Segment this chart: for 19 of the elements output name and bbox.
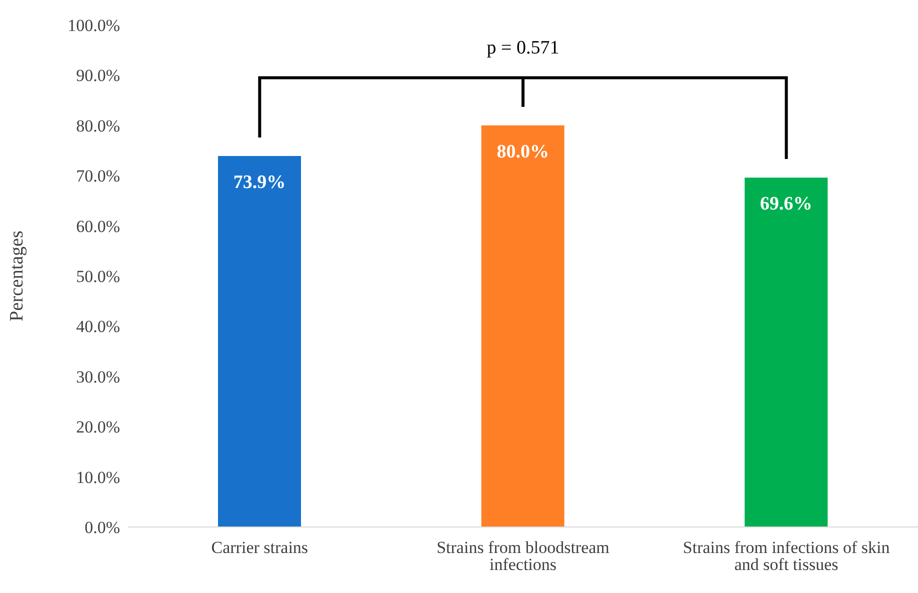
x-tick-label: Strains from infections of skin and soft tissues bbox=[682, 538, 890, 574]
y-tick-label: 90.0% bbox=[76, 66, 120, 86]
y-tick-label: 60.0% bbox=[76, 216, 120, 236]
y-tick-label: 50.0% bbox=[76, 267, 120, 286]
y-tick-label: 30.0% bbox=[76, 367, 120, 386]
data-label: 69.6% bbox=[760, 194, 812, 215]
y-tick-label: 100.0% bbox=[68, 16, 120, 36]
y-tick-label: 10.0% bbox=[76, 468, 120, 487]
y-tick-label: 0.0% bbox=[84, 518, 120, 538]
x-tick-label: Carrier strains bbox=[211, 538, 308, 558]
data-label: 73.9% bbox=[233, 172, 286, 194]
annotation: p = 0.571 bbox=[486, 38, 560, 59]
x-tick-label: Strains from bloodstream infections bbox=[436, 538, 610, 574]
y-axis-title: Percentages bbox=[6, 230, 28, 322]
y-tick-label: 40.0% bbox=[76, 317, 120, 336]
y-tick-label: 80.0% bbox=[76, 116, 120, 136]
data-label: 80.0% bbox=[496, 141, 549, 162]
y-tick-label: 20.0% bbox=[76, 418, 120, 437]
y-tick-label: 70.0% bbox=[76, 166, 120, 186]
